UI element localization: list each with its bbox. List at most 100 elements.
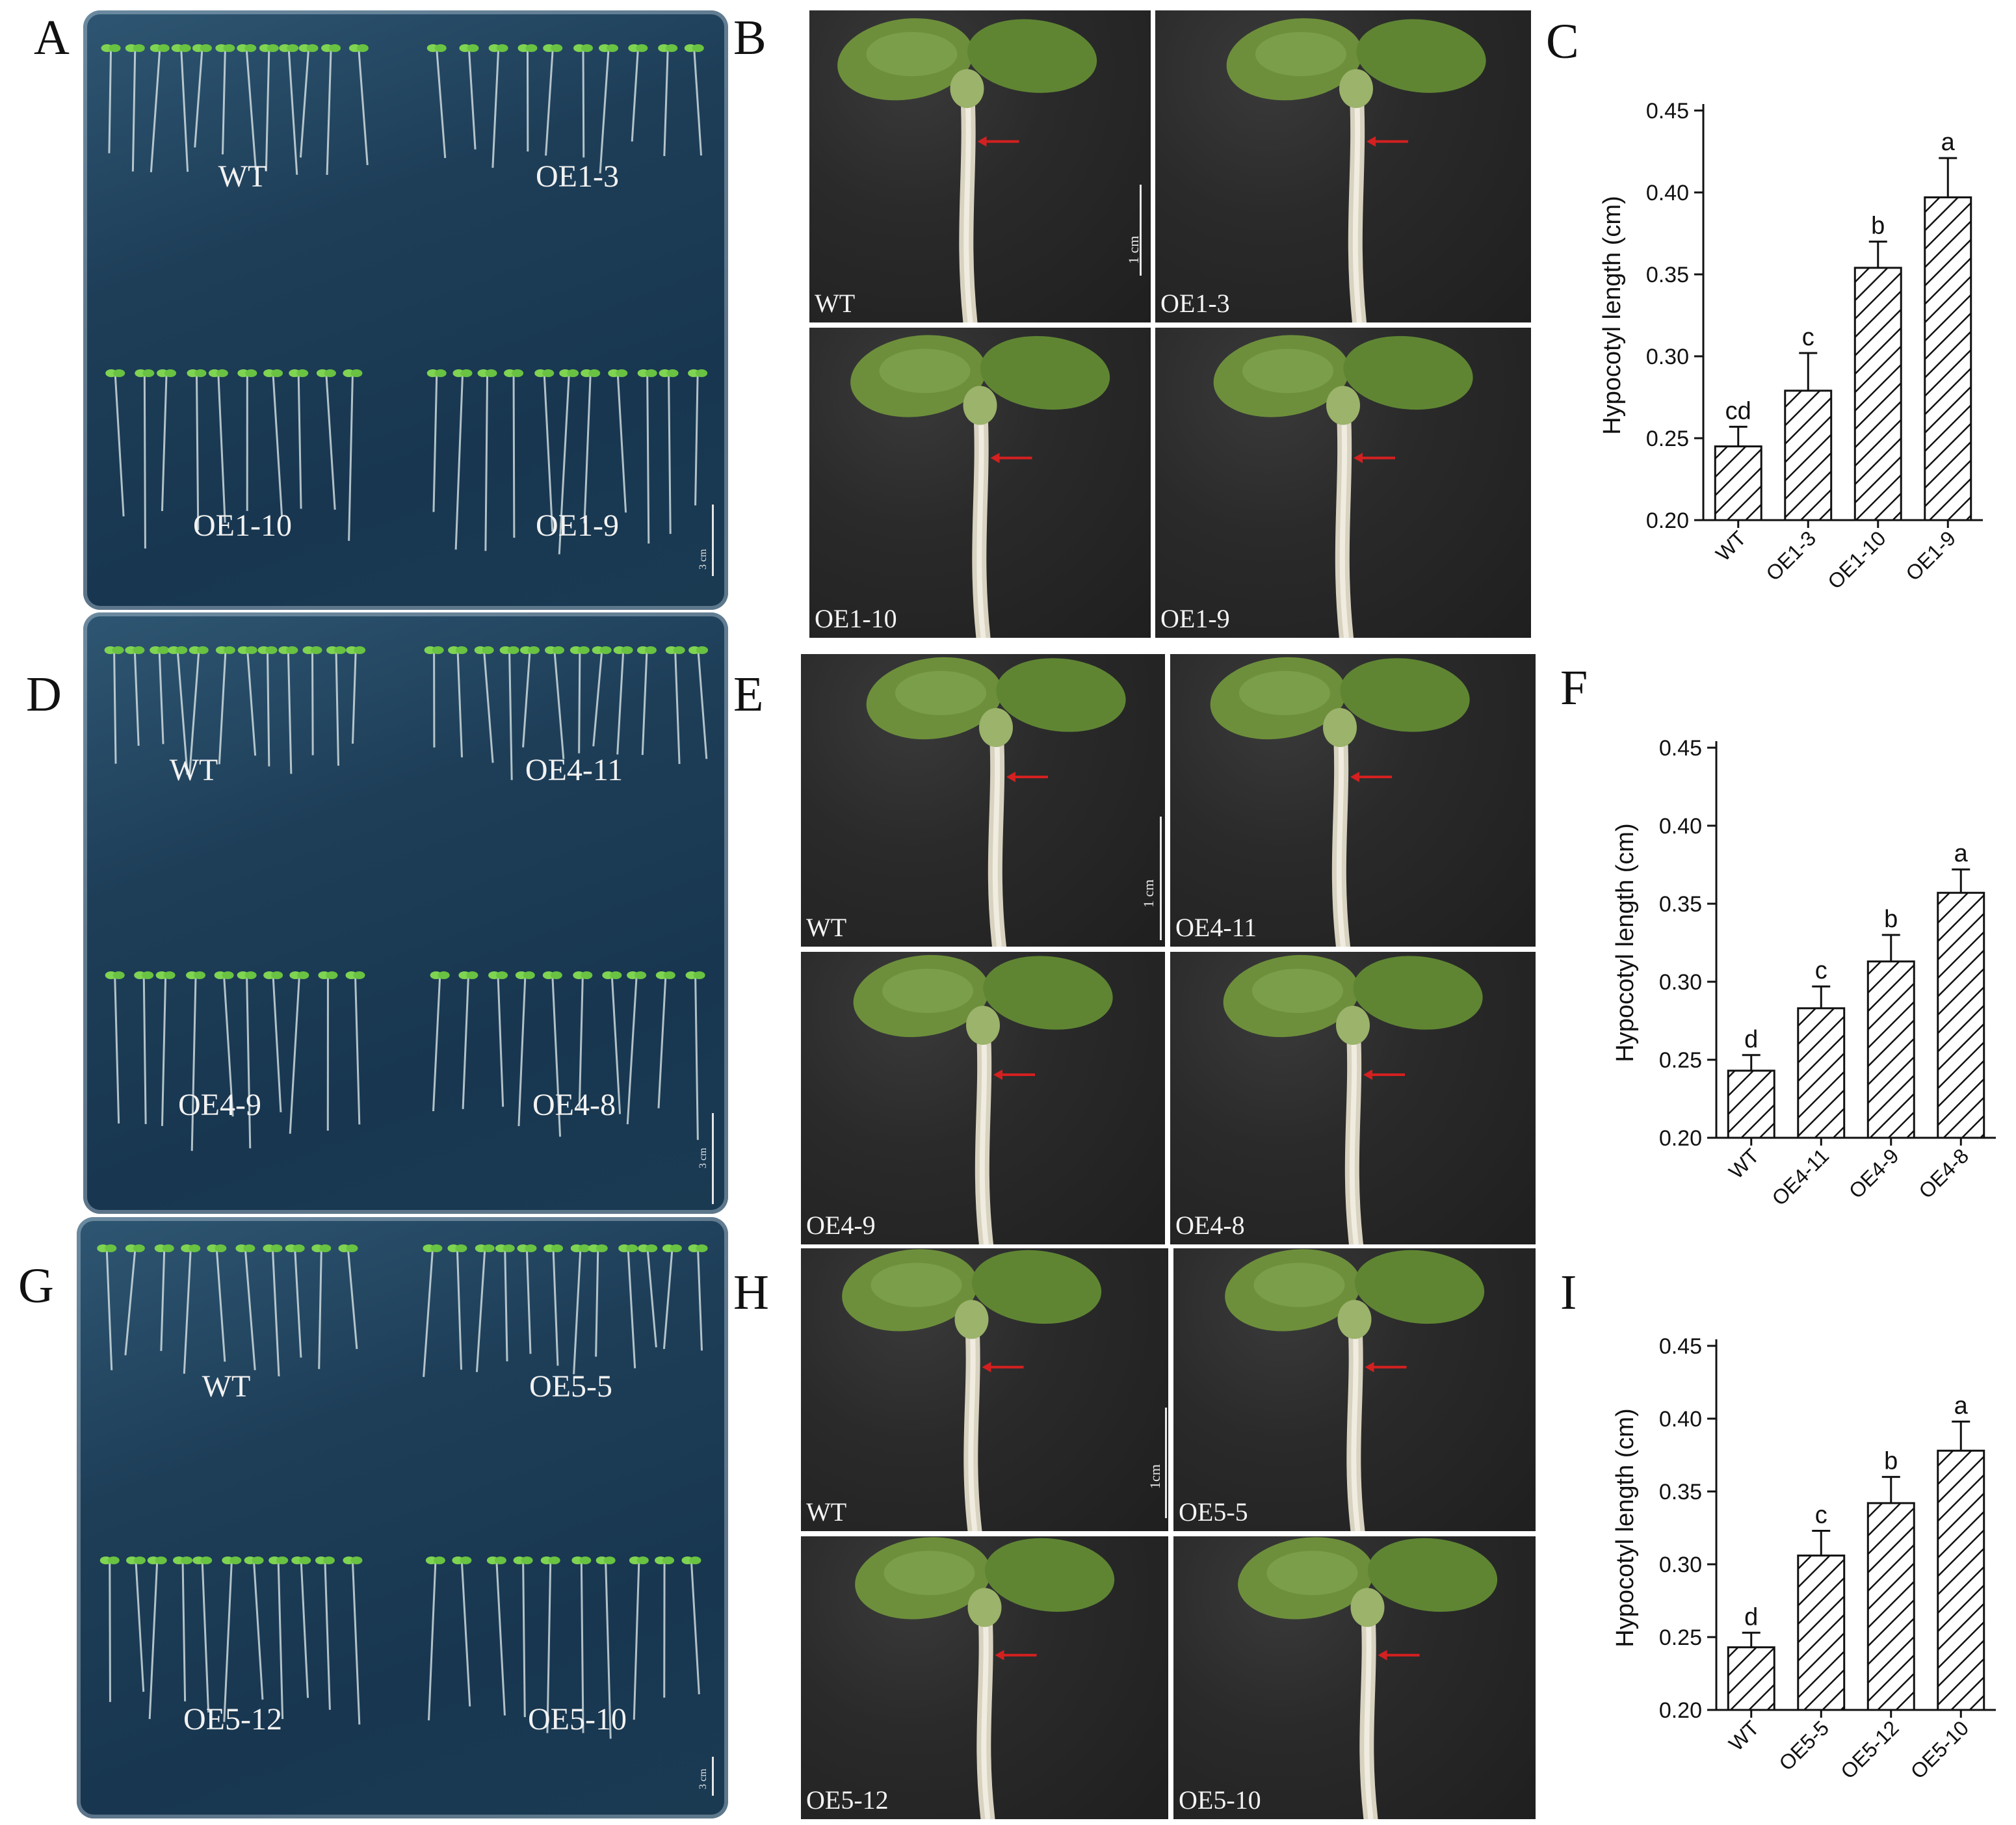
seedling-leaf	[113, 369, 125, 377]
panel-label-d: D	[26, 667, 62, 722]
seedling-root	[475, 1249, 486, 1372]
seedling-leaf	[243, 1244, 255, 1252]
seedling-root	[221, 49, 226, 155]
significance-letter: a	[1954, 1392, 1969, 1419]
seedling-leaf	[482, 646, 494, 654]
red-arrow-head	[982, 1361, 991, 1372]
cotyledon-sheen	[1266, 1551, 1358, 1595]
shoot-apex	[979, 708, 1013, 747]
seedling-root	[627, 1249, 636, 1369]
seedling-leaf	[466, 971, 478, 979]
panel-label-b: B	[733, 10, 766, 65]
seedling-leaf	[644, 646, 657, 654]
y-tick-label: 0.35	[1659, 892, 1702, 917]
significance-letter: c	[1802, 324, 1814, 351]
shoot-apex	[963, 386, 997, 425]
seedling-root	[161, 374, 168, 512]
seedling-leaf	[293, 1244, 305, 1252]
cotyledon-sheen	[1252, 969, 1343, 1013]
seedling-leaf	[521, 1556, 533, 1564]
seedling-photo: OE5-10	[1173, 1536, 1536, 1819]
seedling-root	[546, 1561, 552, 1733]
seedling-leaf	[599, 646, 612, 654]
seedling-root	[265, 49, 270, 172]
seedling-photo: OE5-5	[1173, 1248, 1536, 1531]
seedling-illustration	[1225, 1249, 1485, 1531]
seedling-leaf	[329, 44, 341, 52]
hypocotyl-highlight	[1352, 85, 1362, 322]
shoot-apex	[1350, 1588, 1385, 1627]
x-tick-label: OE4-8	[1914, 1144, 1973, 1203]
cotyledon	[983, 956, 1113, 1030]
red-arrow-head	[1350, 772, 1359, 782]
hypocotyl-highlight	[1351, 1316, 1361, 1531]
plate-label: WT	[218, 159, 267, 194]
seedling-root	[605, 1561, 612, 1739]
seedling-root	[697, 1249, 703, 1351]
seedling-leaf	[482, 1244, 495, 1252]
seedling-photo: OE4-9	[801, 952, 1165, 1244]
seedling-root	[616, 374, 627, 513]
bar	[1797, 1555, 1846, 1711]
x-tick-label: WT	[1711, 526, 1751, 566]
seedling-leaf	[621, 646, 633, 654]
y-axis-label: Hypocotyl length (cm)	[1599, 196, 1626, 434]
seedling-illustration	[855, 1537, 1115, 1819]
seedlings-image	[104, 646, 709, 1151]
seedling-root	[217, 374, 226, 523]
seedling-leaf	[324, 369, 336, 377]
seedling-photo: OE4-8	[1170, 952, 1536, 1244]
seedling-leaf	[512, 369, 524, 377]
red-arrow-head	[1367, 136, 1376, 147]
significance-letter: cd	[1725, 397, 1751, 425]
seedling-root	[297, 374, 302, 509]
seedling-photo: WT 1 cm	[801, 654, 1165, 947]
cotyledon	[971, 1250, 1102, 1324]
bar	[1714, 445, 1762, 521]
seedling-root	[352, 651, 357, 744]
cotyledon-sheen	[1239, 671, 1330, 715]
seedling-root	[113, 651, 117, 764]
shoot-apex	[954, 1300, 989, 1339]
seedling-root	[552, 1249, 559, 1366]
seedling-root	[148, 1561, 159, 1720]
seedling-leaf	[567, 369, 579, 377]
seedling-leaf	[696, 1244, 708, 1252]
cotyledon-sheen	[871, 1263, 962, 1307]
seedling-leaf	[179, 44, 191, 52]
seedling-root	[318, 1249, 322, 1369]
seedling-leaf	[142, 369, 155, 377]
y-tick-label: 0.30	[1646, 345, 1689, 369]
significance-letter: a	[1954, 840, 1969, 867]
seedling-leaf	[319, 1244, 332, 1252]
hypocotyl-highlight	[963, 85, 973, 322]
seedling-leaf	[353, 971, 365, 979]
seedling-leaf	[610, 971, 622, 979]
plate-label: OE1-3	[536, 159, 619, 194]
scale-bar	[1160, 817, 1162, 940]
seedling-leaf	[133, 44, 145, 52]
y-tick-label: 0.40	[1659, 814, 1702, 839]
seedling-leaf	[496, 44, 508, 52]
seedling-leaf	[133, 646, 145, 654]
seedling-leaf	[616, 369, 628, 377]
seedling-leaf	[579, 1556, 592, 1564]
seedling-leaf	[299, 1556, 311, 1564]
hypocotyl-highlight	[981, 1604, 991, 1819]
seedling-leaf	[216, 369, 228, 377]
seedling-leaf	[666, 44, 678, 52]
seedling-leaf	[550, 971, 562, 979]
bar	[1937, 891, 1985, 1139]
seedling-root	[633, 1561, 640, 1720]
photo-label: OE4-9	[806, 1211, 876, 1240]
seedling-photo: WT 1cm	[801, 1248, 1168, 1531]
scale-bar	[1140, 185, 1142, 276]
seedling-leaf	[551, 44, 563, 52]
seedling-root	[545, 49, 554, 156]
seedling-illustration	[853, 954, 1113, 1244]
seedling-root	[543, 374, 554, 532]
scale-bar-label: 3 cm	[698, 549, 709, 570]
seedling-root	[188, 651, 200, 776]
cotyledon-sheen	[882, 969, 973, 1013]
bar-chart-c: 0.20 0.25 0.30 0.35 0.40 0.45 Hypocotyl length…	[1599, 99, 1983, 594]
